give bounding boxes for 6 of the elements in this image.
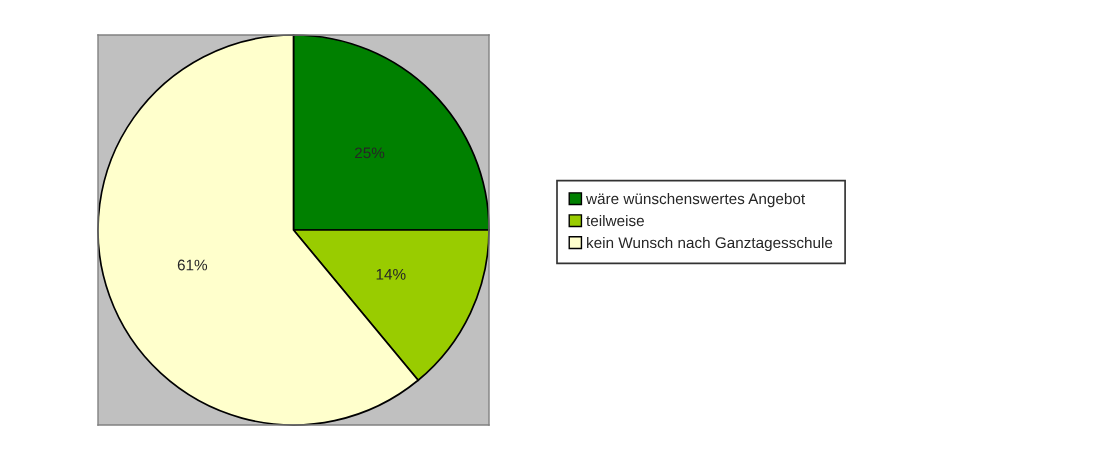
data-label: 14% bbox=[376, 269, 406, 280]
legend-label: kein Wunsch nach Ganztagesschule bbox=[587, 236, 833, 252]
data-label: 61% bbox=[177, 259, 208, 271]
legend-label: wäre wünschenswertes Angebot bbox=[586, 192, 806, 208]
legend-label: teilweise bbox=[586, 214, 644, 227]
data-label: 25% bbox=[355, 147, 385, 159]
